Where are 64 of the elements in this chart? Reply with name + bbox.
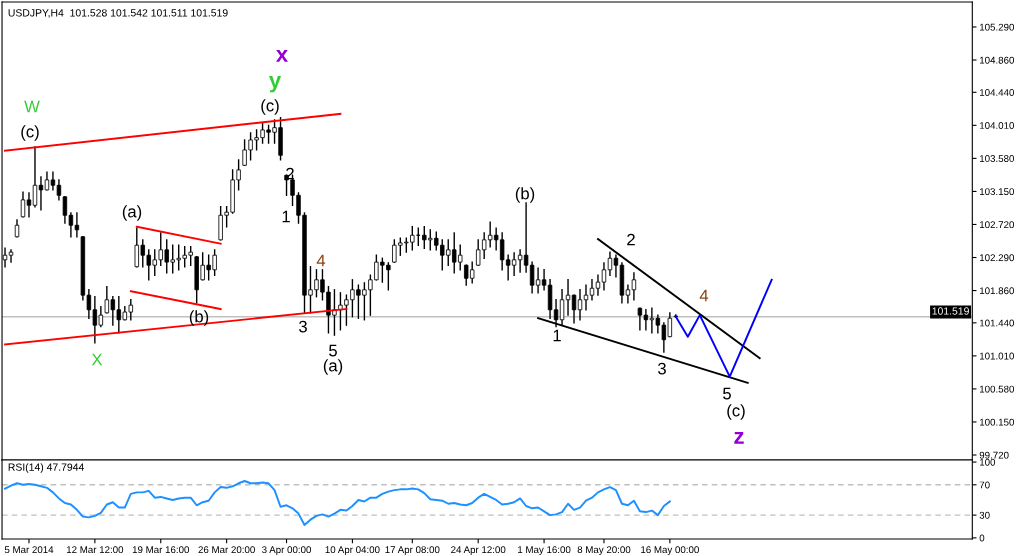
annotation: 4 (699, 289, 709, 302)
candlestick (26, 192, 32, 218)
y-tick-label: 100.580 (980, 385, 1015, 393)
annotation: (c) (727, 404, 745, 420)
y-tick-label: 101.860 (980, 287, 1015, 295)
annotation: 3 (299, 320, 307, 333)
x-tick-label: 26 Mar 20:00 (198, 546, 255, 554)
annotation: z (734, 432, 744, 444)
x-tick-label: 3 Apr 00:00 (262, 546, 312, 556)
x-tick-label: 12 Mar 12:00 (66, 546, 124, 554)
x-tick-label: 16 May 00:00 (641, 546, 699, 556)
y-tick-label: 102.290 (980, 254, 1015, 262)
y-tick-label: 100 (980, 458, 996, 466)
x-tick-label: 17 Apr 08:00 (385, 546, 440, 556)
annotation: 1 (282, 210, 290, 223)
annotation: 4 (316, 254, 326, 267)
candlestick (32, 146, 38, 208)
y-tick-label: 101.440 (980, 319, 1015, 327)
x-tick-label: 19 Mar 16:00 (132, 546, 190, 554)
y-tick-label: 103.580 (980, 155, 1015, 162)
x-tick-label: 24 Apr 12:00 (451, 546, 506, 556)
y-tick-label: 105.290 (980, 23, 1015, 31)
annotation: 1 (553, 329, 561, 342)
annotation: (c) (261, 99, 279, 115)
line-series (674, 278, 773, 378)
candlestick (577, 289, 583, 321)
annotation: X (91, 353, 103, 366)
y-tick-label: 30 (979, 511, 990, 519)
y-tick-label: 0 (979, 534, 985, 542)
annotation: 5 (723, 387, 731, 400)
candlestick (8, 249, 14, 263)
x-tick-label: 8 May 20:00 (577, 546, 631, 556)
annotation: 2 (627, 233, 635, 246)
annotation: (c) (21, 125, 39, 141)
y-tick-label: 104.010 (980, 122, 1015, 129)
ref-line-label: 101.519 (932, 307, 969, 315)
annotation: (a) (323, 359, 343, 375)
candlestick (589, 279, 595, 301)
candlestick (38, 176, 44, 211)
x-tick-label: 10 Apr 04:00 (325, 546, 380, 556)
annotation: 3 (658, 362, 666, 375)
y-tick-label: 102.720 (980, 221, 1015, 229)
annotation: y (268, 76, 282, 93)
y-tick-label: 101.010 (980, 352, 1015, 360)
candlestick (601, 262, 607, 291)
x-tick-label: 1 May 16:00 (518, 546, 571, 556)
annotation: 5 (329, 344, 337, 357)
candlestick (20, 191, 26, 218)
y-tick-label: 104.860 (980, 56, 1015, 64)
y-tick-label: 99.720 (979, 451, 1009, 459)
x-tick-label: 5 Mar 2014 (4, 546, 54, 554)
annotation: x (275, 50, 289, 62)
y-tick-label: 100.150 (980, 418, 1015, 426)
y-tick-label: 103.150 (980, 188, 1015, 196)
text: USDJPY,H4 101.528 101.542 101.511 101.519 (8, 9, 228, 18)
candlestick (595, 274, 601, 296)
annotation: W (24, 100, 40, 113)
annotation: (b) (515, 187, 535, 203)
y-tick-label: 104.440 (980, 89, 1015, 96)
annotation: (b) (189, 310, 209, 326)
line-series (4, 480, 671, 526)
chart-title: RSI(14) 47.7944 (8, 463, 84, 473)
annotation: (a) (122, 205, 142, 221)
y-tick-label: 70 (979, 481, 990, 489)
